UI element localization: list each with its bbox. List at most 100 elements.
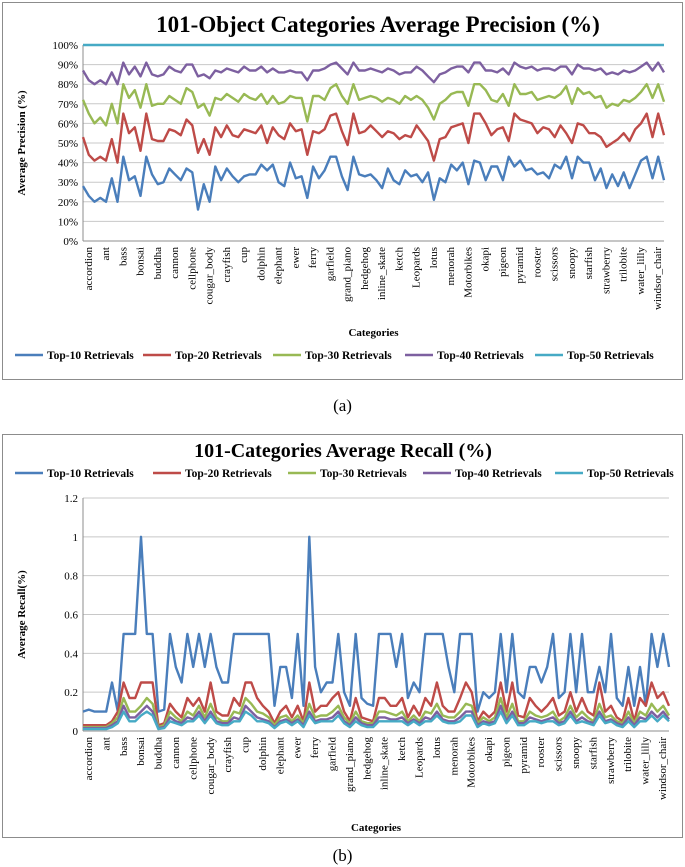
y-tick-label: 70% bbox=[58, 99, 78, 111]
x-tick-label: Motorbikes bbox=[462, 247, 474, 298]
y-tick-label: 1.2 bbox=[64, 493, 78, 505]
x-tick-label: accordion bbox=[83, 737, 95, 781]
x-tick-label: scissors bbox=[549, 247, 561, 281]
x-tick-label: hedgehog bbox=[359, 247, 371, 290]
legend-label-top20: Top-20 Retrievals bbox=[175, 350, 262, 362]
y-tick-label: 0.8 bbox=[64, 571, 78, 583]
legend-label-top30: Top-30 Retrievals bbox=[305, 350, 392, 362]
legend-label-top40: Top-40 Retrievals bbox=[437, 350, 524, 362]
y-tick-label: 60% bbox=[58, 118, 78, 130]
x-tick-label: bonsai bbox=[135, 247, 147, 276]
x-tick-label: cougar_body bbox=[205, 737, 217, 795]
x-tick-label: rooster bbox=[535, 737, 547, 768]
x-tick-label: crayfish bbox=[221, 247, 233, 283]
x-tick-label: starfish bbox=[587, 737, 599, 770]
x-tick-label: starfish bbox=[583, 247, 595, 280]
y-axis-label: Average Recall(%) bbox=[16, 570, 28, 659]
y-tick-label: 0% bbox=[63, 236, 78, 248]
x-tick-label: cannon bbox=[169, 247, 181, 279]
recall-chart-panel: 101-Categories Average Recall (%) 0 0.2 0.4… bbox=[2, 434, 683, 838]
series-line-top20 bbox=[81, 112, 666, 164]
caption-a: (a) bbox=[333, 396, 352, 415]
series-line-top10 bbox=[82, 535, 671, 713]
precision-chart: 101-Object Categories Average Precision … bbox=[15, 12, 666, 362]
x-tick-label: pyramid bbox=[514, 247, 526, 284]
x-tick-label: scissors bbox=[553, 737, 565, 771]
x-tick-label: pigeon bbox=[500, 737, 512, 767]
x-tick-label: grand_piano bbox=[344, 737, 356, 792]
x-tick-label: bonsai bbox=[135, 737, 147, 766]
x-tick-label: garfield bbox=[327, 737, 339, 772]
legend-label-top50: Top-50 Retrievals bbox=[567, 350, 654, 362]
chart-title: 101-Categories Average Recall (%) bbox=[194, 440, 492, 462]
x-tick-label: trilobite bbox=[618, 247, 630, 282]
recall-chart: 101-Categories Average Recall (%) 0 0.2 0.4… bbox=[15, 440, 674, 834]
x-tick-label: strawberry bbox=[605, 737, 617, 785]
x-tick-label: inline_skate bbox=[376, 247, 388, 300]
x-tick-label: snoopy bbox=[566, 247, 578, 279]
x-tick-label: ewer bbox=[292, 737, 304, 759]
x-tick-label: rooster bbox=[531, 247, 543, 278]
x-tick-label: ant bbox=[100, 737, 112, 750]
y-tick-label: 0.4 bbox=[64, 648, 78, 660]
caption-b: (b) bbox=[332, 846, 353, 865]
x-tick-label: ewer bbox=[290, 247, 302, 269]
x-tick-label: strawberry bbox=[600, 247, 612, 295]
x-tick-label: snoopy bbox=[570, 737, 582, 769]
x-tick-label: windsor_chair bbox=[657, 737, 669, 800]
y-tick-label: 40% bbox=[58, 158, 78, 170]
legend-label-top40: Top-40 Retrievals bbox=[455, 468, 542, 480]
y-tick-label: 90% bbox=[58, 60, 78, 72]
x-tick-label: ant bbox=[100, 247, 112, 260]
x-tick-label: bass bbox=[117, 247, 129, 266]
x-tick-label: ketch bbox=[393, 247, 405, 271]
series-line-top30 bbox=[83, 696, 671, 729]
y-tick-label: 0 bbox=[73, 726, 79, 738]
x-tick-label: Motorbikes bbox=[466, 737, 478, 788]
x-tick-label: windsor_chair bbox=[652, 247, 664, 310]
x-tick-label: Leopards bbox=[413, 737, 425, 778]
x-tick-label: crayfish bbox=[222, 737, 234, 773]
x-tick-label: cup bbox=[240, 737, 252, 753]
series-line-top30 bbox=[81, 82, 666, 127]
x-tick-label: Leopards bbox=[411, 247, 423, 288]
x-tick-label: buddha bbox=[153, 737, 165, 770]
x-tick-label: buddha bbox=[152, 247, 164, 280]
x-tick-label: cougar_body bbox=[204, 247, 216, 305]
x-tick-label: water_lilly bbox=[635, 247, 647, 295]
x-tick-label: ferry bbox=[309, 737, 321, 759]
x-tick-label: accordion bbox=[83, 247, 95, 291]
x-tick-label: ketch bbox=[396, 737, 408, 761]
legend-label-top10: Top-10 Retrievals bbox=[47, 468, 134, 480]
y-tick-label: 30% bbox=[58, 177, 78, 189]
x-tick-label: grand_piano bbox=[342, 247, 354, 302]
legend-label-top50: Top-50 Retrievals bbox=[587, 468, 674, 480]
y-tick-label: 100% bbox=[52, 40, 78, 52]
legend-label-top10: Top-10 Retrievals bbox=[47, 350, 134, 362]
x-tick-label: inline_skate bbox=[379, 737, 391, 790]
x-tick-label: dolphin bbox=[255, 247, 267, 281]
x-tick-label: cup bbox=[238, 247, 250, 263]
y-tick-label: 20% bbox=[58, 197, 78, 209]
y-axis-label: Average Precision (%) bbox=[16, 90, 28, 196]
x-tick-label: garfield bbox=[324, 247, 336, 282]
series-line-top40 bbox=[83, 704, 670, 730]
x-axis-label: Categories bbox=[351, 822, 402, 834]
x-tick-label: elephant bbox=[274, 737, 286, 774]
x-tick-label: hedgehog bbox=[361, 737, 373, 780]
x-tick-label: bass bbox=[118, 737, 130, 756]
legend-label-top30: Top-30 Retrievals bbox=[320, 468, 407, 480]
x-tick-label: trilobite bbox=[622, 737, 634, 772]
y-tick-label: 1 bbox=[73, 532, 79, 544]
series-line-top20 bbox=[83, 681, 671, 727]
x-tick-label: water_lilly bbox=[640, 737, 652, 785]
series-line-top10 bbox=[81, 155, 666, 211]
x-tick-label: okapi bbox=[480, 247, 492, 271]
precision-chart-panel: 101-Object Categories Average Precision … bbox=[2, 2, 683, 380]
y-tick-label: 0.6 bbox=[64, 610, 78, 622]
x-tick-label: ferry bbox=[307, 247, 319, 269]
y-tick-label: 0.2 bbox=[64, 687, 78, 699]
series-line-top40 bbox=[81, 61, 666, 86]
x-tick-label: pigeon bbox=[497, 247, 509, 277]
x-tick-label: menorah bbox=[448, 737, 460, 776]
